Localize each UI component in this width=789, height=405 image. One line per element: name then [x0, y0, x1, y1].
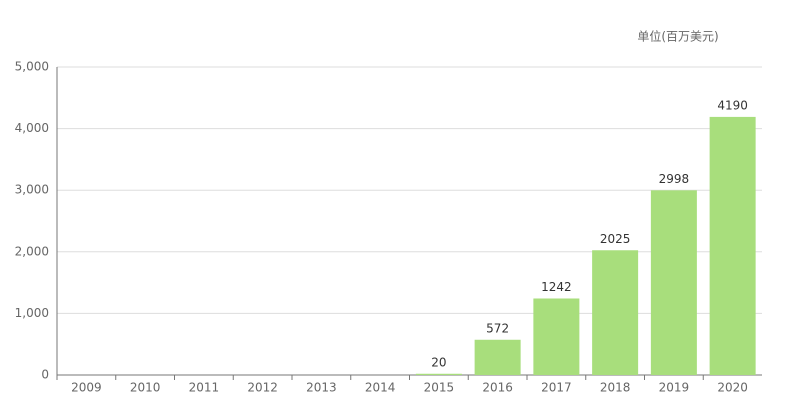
x-tick-label: 2016	[482, 381, 513, 395]
x-tick-label: 2017	[541, 381, 572, 395]
value-label: 1242	[541, 280, 572, 294]
bar	[415, 373, 462, 375]
value-label: 2025	[600, 232, 631, 246]
x-tick-label: 2011	[189, 381, 220, 395]
value-label: 572	[486, 321, 509, 335]
bar	[709, 116, 756, 376]
x-tick-label: 2015	[424, 381, 455, 395]
value-label: 20	[431, 355, 446, 369]
x-tick-label: 2020	[717, 381, 748, 395]
bar	[533, 298, 580, 375]
x-tick-label: 2012	[247, 381, 278, 395]
x-tick-label: 2018	[600, 381, 631, 395]
bar	[650, 190, 697, 375]
y-tick-label: 0	[41, 368, 49, 382]
value-label: 2998	[659, 172, 690, 186]
y-tick-label: 5,000	[15, 60, 49, 74]
unit-label: 单位(百万美元)	[637, 29, 718, 44]
y-tick-label: 4,000	[15, 121, 49, 135]
bar	[592, 250, 639, 375]
x-tick-label: 2010	[130, 381, 161, 395]
x-tick-label: 2013	[306, 381, 337, 395]
x-tick-label: 2019	[659, 381, 690, 395]
x-tick-label: 2014	[365, 381, 396, 395]
y-tick-label: 3,000	[15, 183, 49, 197]
y-tick-label: 2,000	[15, 244, 49, 258]
bar	[474, 339, 521, 375]
x-tick-label: 2009	[71, 381, 102, 395]
value-label: 4190	[717, 98, 748, 112]
y-tick-label: 1,000	[15, 306, 49, 320]
